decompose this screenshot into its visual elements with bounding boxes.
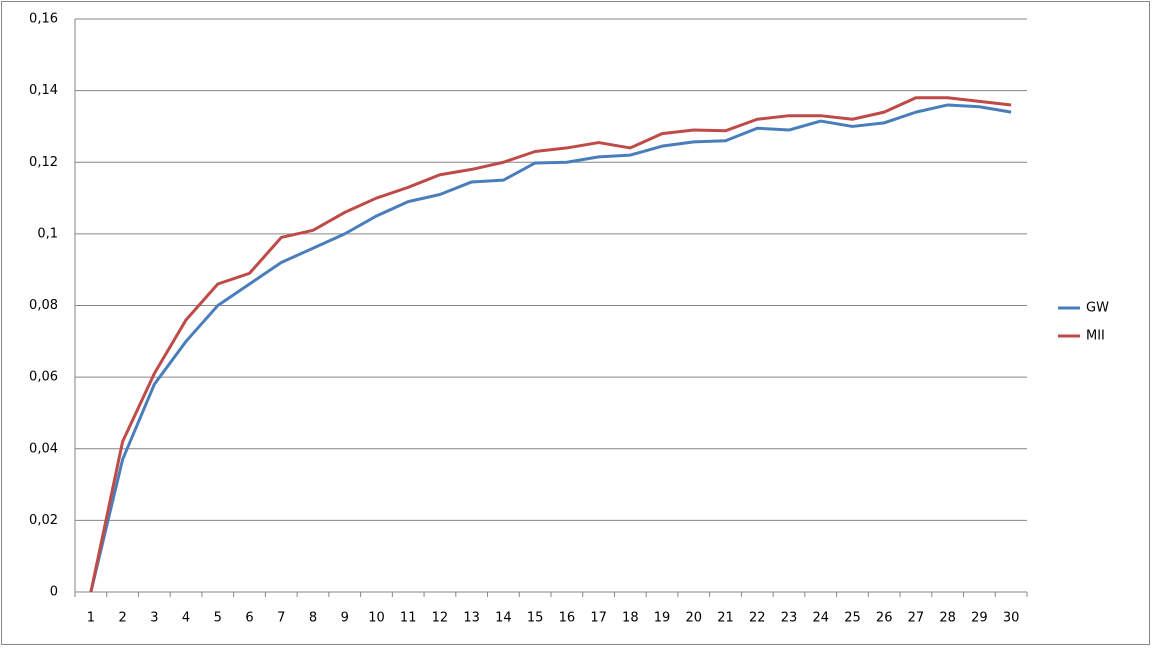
- x-tick-label: 21: [717, 611, 734, 626]
- x-tick-label: 29: [971, 611, 988, 626]
- x-tick-label: 20: [686, 611, 703, 626]
- x-tick-label: 22: [749, 611, 766, 626]
- x-tick-label: 14: [495, 611, 512, 626]
- series-line: [89, 103, 1012, 593]
- x-tick-label: 8: [309, 611, 317, 626]
- x-tick-label: 26: [876, 611, 893, 626]
- x-tick-label: 1: [87, 611, 95, 626]
- x-tick-label: 4: [182, 611, 190, 626]
- x-tick-label: 5: [214, 611, 222, 626]
- x-tick-label: 7: [277, 611, 285, 626]
- x-tick-label: 23: [781, 611, 798, 626]
- x-tick-label: 19: [654, 611, 671, 626]
- y-tick-label: 0,08: [29, 298, 58, 313]
- x-tick-label: 3: [150, 611, 158, 626]
- x-tick-label: 16: [559, 611, 576, 626]
- x-tick-label: 2: [118, 611, 126, 626]
- y-tick-label: 0,16: [29, 12, 58, 27]
- x-tick-label: 11: [400, 611, 417, 626]
- x-tick-label: 17: [590, 611, 607, 626]
- y-tick-label: 0,02: [29, 513, 58, 528]
- x-tick-label: 9: [341, 611, 349, 626]
- y-tick-label: 0: [50, 585, 58, 600]
- y-tick-label: 0,06: [29, 370, 58, 385]
- series-line: [89, 96, 1012, 593]
- x-tick-label: 10: [368, 611, 385, 626]
- y-tick-label: 0,14: [29, 83, 58, 98]
- legend-label: MII: [1086, 329, 1105, 344]
- x-tick-label: 25: [844, 611, 861, 626]
- y-tick-label: 0,04: [29, 441, 58, 456]
- x-tick-label: 13: [463, 611, 480, 626]
- x-tick-label: 24: [812, 611, 829, 626]
- y-tick-label: 0,12: [29, 155, 58, 170]
- x-tick-label: 6: [245, 611, 253, 626]
- x-tick-label: 12: [432, 611, 449, 626]
- x-tick-label: 18: [622, 611, 639, 626]
- x-tick-label: 27: [908, 611, 925, 626]
- x-tick-label: 28: [939, 611, 956, 626]
- legend-label: GW: [1086, 301, 1109, 316]
- y-tick-label: 0,1: [37, 226, 58, 241]
- x-tick-label: 30: [1003, 611, 1020, 626]
- x-tick-label: 15: [527, 611, 544, 626]
